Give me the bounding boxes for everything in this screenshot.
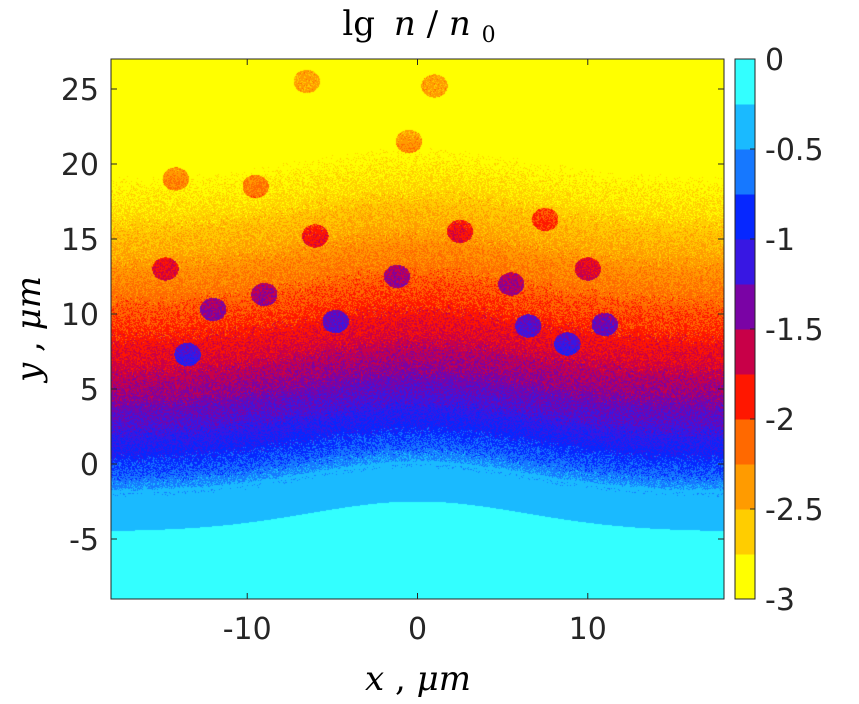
- x-label-unit: μm: [417, 659, 471, 699]
- title-subscript: 0: [482, 23, 496, 48]
- x-axis-label: x , μm: [365, 659, 471, 699]
- colorbar-tick-label: -0.5: [765, 133, 824, 168]
- colorbar-segment: [735, 374, 755, 420]
- colorbar-segment: [735, 329, 755, 375]
- colorbar-tick-label: -2.5: [765, 493, 824, 528]
- colorbar-segment: [735, 149, 755, 195]
- y-tick-label: 20: [61, 148, 99, 183]
- x-label-sep: ,: [395, 659, 417, 699]
- colorbar-segment: [735, 104, 755, 150]
- y-label-sep: ,: [9, 330, 49, 352]
- y-label-unit: μm: [9, 276, 49, 330]
- y-tick-label: -5: [69, 523, 99, 558]
- colorbar-tick-label: -1: [765, 223, 795, 258]
- colorbar-ticks: 0 -0.5 -1 -1.5 -2 -2.5 -3: [750, 43, 824, 618]
- y-tick-label: 10: [61, 298, 99, 333]
- y-tick-label: 0: [80, 448, 99, 483]
- colorbar-segment: [735, 284, 755, 330]
- chart-title: lg n / n 0: [342, 4, 495, 48]
- title-n: n: [394, 4, 416, 44]
- x-label-var: x: [365, 659, 384, 699]
- x-tick-label: -10: [223, 612, 272, 647]
- colorbar-segment: [735, 509, 755, 555]
- colorbar-segment: [735, 194, 755, 240]
- colorbar-tick-label: -3: [765, 583, 795, 618]
- y-label-var: y: [9, 362, 49, 384]
- heatmap-image: [111, 59, 724, 599]
- colorbar-tick-label: -2: [765, 403, 795, 438]
- colorbar-segment: [735, 464, 755, 510]
- x-ticks: -10 0 10: [223, 59, 607, 647]
- colorbar-segment: [735, 59, 755, 105]
- title-slash: /: [427, 4, 439, 44]
- colorbar-segment: [735, 239, 755, 285]
- y-axis-label: y , μm: [9, 276, 49, 384]
- title-n0: n: [449, 4, 471, 44]
- title-lg: lg: [342, 4, 375, 44]
- colorbar: [734, 58, 756, 600]
- colorbar-tick-label: -1.5: [765, 313, 824, 348]
- colorbar-segment: [735, 554, 755, 600]
- colorbar-tick-label: 0: [765, 43, 784, 78]
- colorbar-segment: [735, 419, 755, 465]
- y-tick-label: 25: [61, 73, 99, 108]
- y-tick-label: 5: [80, 373, 99, 408]
- x-tick-label: 0: [408, 612, 427, 647]
- y-ticks: -5 0 5 10 15 20 25: [61, 73, 724, 558]
- x-tick-label: 10: [569, 612, 607, 647]
- y-tick-label: 15: [61, 223, 99, 258]
